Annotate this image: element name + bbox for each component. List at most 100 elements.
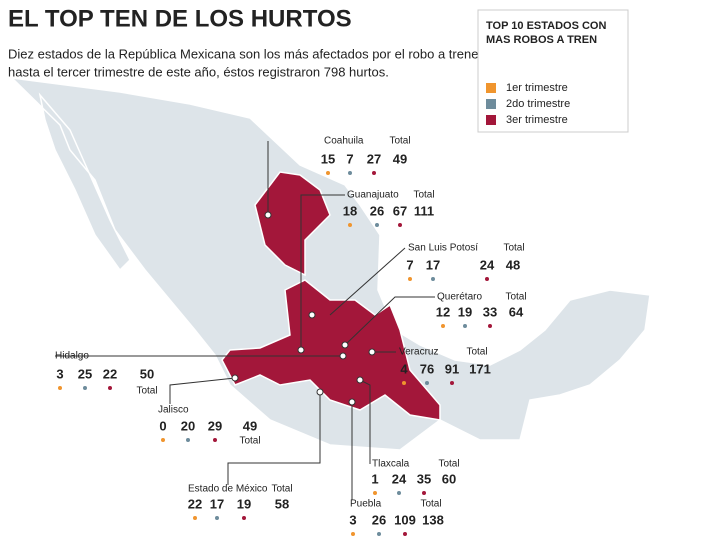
trimester-value: 76: [420, 361, 434, 376]
leader-tlaxcala: [359, 379, 371, 464]
dot: [264, 211, 272, 219]
trimester-value: 0: [159, 418, 166, 433]
legend-swatch: [486, 115, 496, 125]
trimester-dot: [403, 532, 407, 536]
legend-label: 3er trimestre: [506, 114, 568, 126]
legend-box: [477, 9, 629, 133]
trimester-value: 67: [393, 203, 407, 218]
state-name: Coahuila: [324, 136, 364, 147]
trimester-value: 35: [417, 471, 431, 486]
leader-jalisco: [169, 377, 236, 404]
total-label: Total: [420, 499, 441, 510]
trimester-dot: [450, 381, 454, 385]
state-name: Jalisco: [158, 405, 189, 416]
trimester-dot: [402, 381, 406, 385]
dot: [341, 341, 349, 349]
labels: 1er trimestre 2do trimestre 3er trimestre C…: [55, 82, 570, 536]
trimester-dot: [186, 438, 190, 442]
trimester-value: 3: [349, 512, 356, 527]
trimester-value: 109: [394, 512, 416, 527]
trimester-value: 24: [480, 257, 495, 272]
state-name: Veracruz: [399, 347, 438, 358]
trimester-dot: [193, 516, 197, 520]
highlighted-central: [221, 279, 441, 421]
leader-guanajuato: [300, 194, 345, 350]
trimester-dot: [351, 532, 355, 536]
trimester-dot: [463, 324, 467, 328]
legend-title: MAS ROBOS A TREN: [486, 34, 597, 46]
trimester-dot: [397, 491, 401, 495]
trimester-value: 19: [237, 496, 251, 511]
map: [9, 76, 651, 451]
trimester-dot: [398, 223, 402, 227]
trimester-value: 22: [103, 366, 117, 381]
total-value: 111: [414, 203, 434, 218]
leader-lines: [55, 141, 435, 500]
dot: [348, 398, 356, 406]
total-value: 60: [442, 471, 456, 486]
trimester-value: 4: [400, 361, 408, 376]
total-label: Total: [239, 436, 260, 447]
legend-swatch: [486, 83, 496, 93]
trimester-value: 91: [445, 361, 459, 376]
total-value: 48: [506, 257, 520, 272]
trimester-value: 7: [406, 257, 413, 272]
total-value: 50: [140, 366, 154, 381]
legend-label: 1er trimestre: [506, 82, 568, 94]
map-dots: [231, 211, 376, 406]
trimester-value: 26: [372, 512, 386, 527]
trimester-value: 22: [188, 496, 202, 511]
trimester-value: 1: [371, 471, 378, 486]
total-value: 138: [422, 512, 444, 527]
total-label: Total: [413, 190, 434, 201]
total-label: Total: [271, 484, 292, 495]
trimester-value: 25: [78, 366, 92, 381]
total-value: 58: [275, 496, 289, 511]
dot: [297, 346, 305, 354]
trimester-dot: [242, 516, 246, 520]
total-label: Total: [503, 243, 524, 254]
trimester-dot: [326, 171, 330, 175]
trimester-dot: [485, 277, 489, 281]
state-name: Estado de México: [188, 484, 268, 495]
state-name: Guanajuato: [347, 190, 399, 201]
leader-edomex: [227, 392, 321, 485]
trimester-value: 24: [392, 471, 407, 486]
leader-queretaro: [344, 296, 435, 346]
trimester-dot: [375, 223, 379, 227]
trimester-dot: [83, 386, 87, 390]
trimester-dot: [408, 277, 412, 281]
trimester-dot: [348, 171, 352, 175]
subtitle: Diez estados de la República Mexicana so…: [8, 46, 489, 61]
total-label: Total: [505, 292, 526, 303]
trimester-value: 17: [210, 496, 224, 511]
trimester-dot: [372, 171, 376, 175]
trimester-value: 33: [483, 304, 497, 319]
trimester-dot: [431, 277, 435, 281]
trimester-value: 29: [208, 418, 222, 433]
trimester-dot: [348, 223, 352, 227]
dot: [356, 376, 364, 384]
trimester-dot: [425, 381, 429, 385]
trimester-value: 19: [458, 304, 472, 319]
leader-slp: [329, 247, 406, 316]
total-value: 171: [469, 361, 491, 376]
trimester-dot: [108, 386, 112, 390]
legend-title: TOP 10 ESTADOS CON: [486, 20, 606, 32]
trimester-dot: [373, 491, 377, 495]
dot: [316, 388, 324, 396]
trimester-dot: [161, 438, 165, 442]
trimester-value: 27: [367, 151, 381, 166]
state-name: Querétaro: [437, 292, 482, 303]
trimester-dot: [441, 324, 445, 328]
total-value: 49: [243, 418, 257, 433]
dot: [339, 352, 347, 360]
total-label: Total: [466, 347, 487, 358]
legend-swatch: [486, 99, 496, 109]
trimester-dot: [215, 516, 219, 520]
trimester-value: 20: [181, 418, 195, 433]
trimester-dot: [377, 532, 381, 536]
state-name: Puebla: [350, 499, 382, 510]
